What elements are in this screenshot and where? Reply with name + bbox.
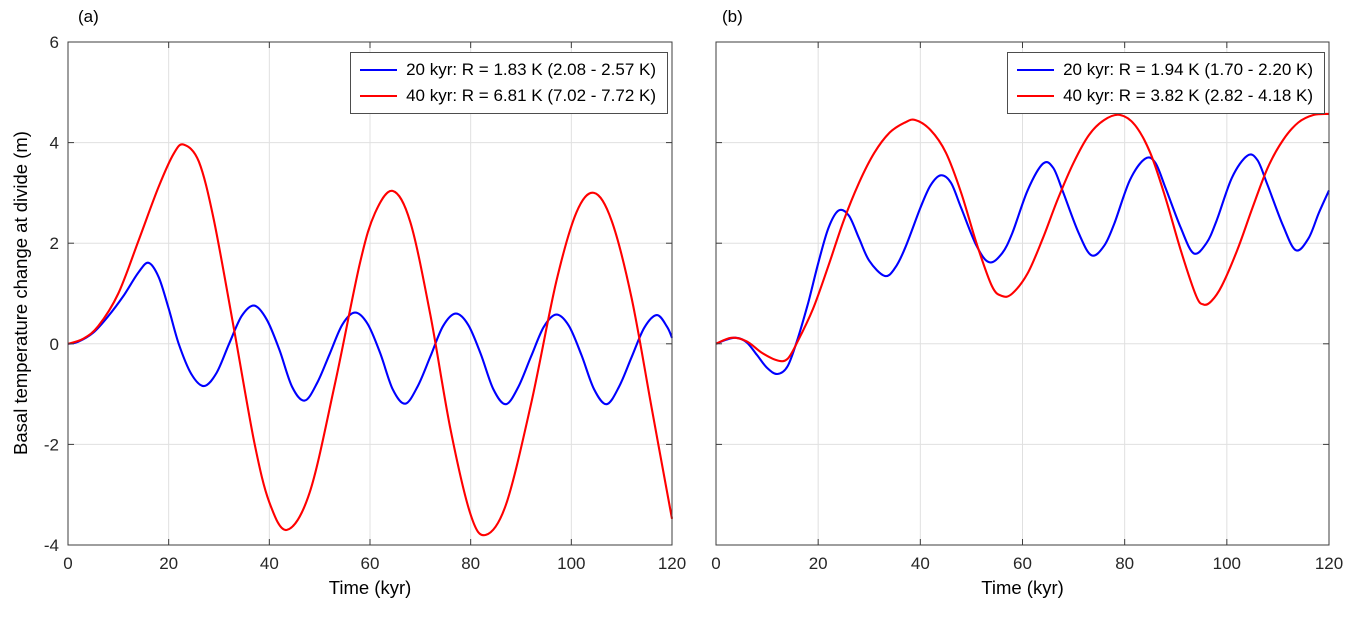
panel-a-label: (a) bbox=[78, 7, 99, 26]
legend-label: 20 kyr: R = 1.83 K (2.08 - 2.57 K) bbox=[406, 60, 656, 79]
x-tick-label: 20 bbox=[159, 554, 178, 573]
x-tick-label: 60 bbox=[1013, 554, 1032, 573]
axis-ticks: 0 20 40 60 80 100 120 bbox=[711, 41, 1343, 573]
series-line-20kyr-panel-a bbox=[67, 261, 673, 406]
y-tick-label: 6 bbox=[50, 33, 59, 52]
y-tick-label: 4 bbox=[50, 134, 59, 153]
x-tick-label: 0 bbox=[63, 554, 72, 573]
axis-ticks: 0 20 40 60 80 100 120 -4 -2 0 2 4 6 bbox=[44, 33, 686, 573]
series-line-40kyr-panel-b bbox=[715, 112, 1330, 363]
x-tick-label: 100 bbox=[557, 554, 585, 573]
x-tick-label: 120 bbox=[1315, 554, 1343, 573]
legend-line-red-icon bbox=[1017, 95, 1055, 97]
panel-b-axes: 0 20 40 60 80 100 120 bbox=[711, 41, 1343, 573]
legend-a: 20 kyr: R = 1.83 K (2.08 - 2.57 K) 40 ky… bbox=[350, 52, 668, 114]
x-tick-label: 60 bbox=[361, 554, 380, 573]
y-axis-label: Basal temperature change at divide (m) bbox=[10, 131, 31, 455]
panel-a-axes: 0 20 40 60 80 100 120 -4 -2 0 2 4 6 bbox=[44, 33, 686, 573]
legend-label: 20 kyr: R = 1.94 K (1.70 - 2.20 K) bbox=[1063, 60, 1313, 79]
x-tick-label: 120 bbox=[658, 554, 686, 573]
legend-entry: 20 kyr: R = 1.94 K (1.70 - 2.20 K) bbox=[1017, 60, 1313, 80]
series-line-40kyr-panel-a bbox=[67, 143, 673, 537]
x-tick-label: 20 bbox=[809, 554, 828, 573]
legend-entry: 40 kyr: R = 6.81 K (7.02 - 7.72 K) bbox=[360, 86, 656, 106]
x-tick-label: 0 bbox=[711, 554, 720, 573]
x-tick-label: 100 bbox=[1213, 554, 1241, 573]
legend-line-blue-icon bbox=[1017, 69, 1055, 71]
x-tick-label: 40 bbox=[260, 554, 279, 573]
y-tick-label: -4 bbox=[44, 536, 59, 555]
legend-entry: 20 kyr: R = 1.83 K (2.08 - 2.57 K) bbox=[360, 60, 656, 80]
x-tick-label: 80 bbox=[1115, 554, 1134, 573]
y-tick-label: -2 bbox=[44, 435, 59, 454]
legend-line-blue-icon bbox=[360, 69, 398, 71]
grid-lines bbox=[68, 42, 672, 545]
y-tick-label: 0 bbox=[50, 335, 59, 354]
x-tick-label: 40 bbox=[911, 554, 930, 573]
x-axis-label-a: Time (kyr) bbox=[328, 577, 412, 598]
legend-line-red-icon bbox=[360, 95, 398, 97]
legend-label: 40 kyr: R = 6.81 K (7.02 - 7.72 K) bbox=[406, 86, 656, 105]
legend-b: 20 kyr: R = 1.94 K (1.70 - 2.20 K) 40 ky… bbox=[1007, 52, 1325, 114]
legend-label: 40 kyr: R = 3.82 K (2.82 - 4.18 K) bbox=[1063, 86, 1313, 105]
legend-entry: 40 kyr: R = 3.82 K (2.82 - 4.18 K) bbox=[1017, 86, 1313, 106]
series-line-20kyr-panel-b bbox=[715, 153, 1330, 376]
panel-b-label: (b) bbox=[722, 7, 743, 26]
y-tick-label: 2 bbox=[50, 234, 59, 253]
x-axis-label-b: Time (kyr) bbox=[981, 577, 1064, 598]
x-tick-label: 80 bbox=[461, 554, 480, 573]
